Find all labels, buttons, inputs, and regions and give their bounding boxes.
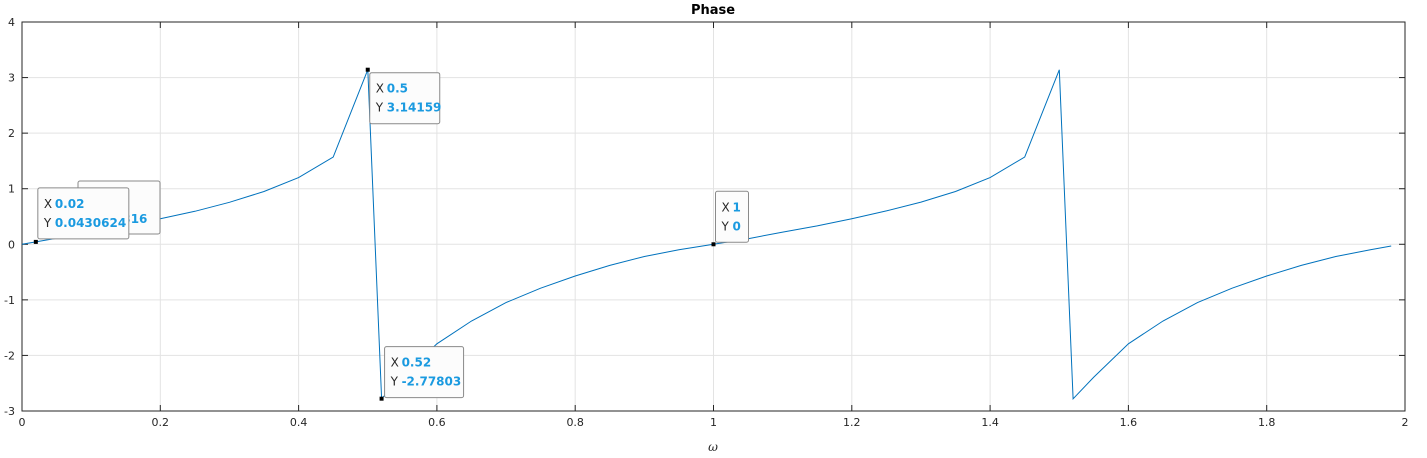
axis-ticks xyxy=(21,21,1406,412)
datatip-y-value: 0.0430624 xyxy=(55,216,126,230)
x-tick-label: 1.8 xyxy=(1258,416,1276,429)
y-tick-label: -1 xyxy=(4,294,15,307)
x-tick-label: 2 xyxy=(1402,416,1409,429)
datatip-x-value: 1 xyxy=(733,200,741,214)
x-tick-label: 1.2 xyxy=(843,416,861,429)
datatip-marker[interactable] xyxy=(33,239,38,244)
datatip-marker[interactable] xyxy=(711,242,716,247)
x-tick-label: 0.8 xyxy=(566,416,584,429)
datatip-y-key: Y xyxy=(375,101,384,115)
datatip-y-value: 3.14159 xyxy=(387,101,442,115)
y-tick-label: -3 xyxy=(4,405,15,418)
x-tick-label: 1 xyxy=(710,416,717,429)
datatip-y-key: Y xyxy=(390,375,399,389)
x-tick-label: 0.4 xyxy=(290,416,308,429)
datatip-box[interactable] xyxy=(37,187,130,240)
datatip-x-key: X xyxy=(722,200,730,214)
datatip-x-key: X xyxy=(391,356,399,370)
datatip-x-key: X xyxy=(376,82,384,96)
x-tick-label: 1.4 xyxy=(981,416,999,429)
chart-title: Phase xyxy=(691,3,735,18)
datatip-y-value: 0 xyxy=(733,219,741,233)
x-axis-label: ω xyxy=(708,440,718,454)
datatip-y-value: -2.77803 xyxy=(402,375,462,389)
x-tick-label: 0.6 xyxy=(428,416,446,429)
datatip-marker[interactable] xyxy=(365,67,370,72)
y-tick-label: -2 xyxy=(4,349,15,362)
datatip-box[interactable] xyxy=(369,72,441,125)
y-tick-label: 2 xyxy=(8,127,15,140)
datatip-x-key: X xyxy=(44,197,52,211)
y-tick-label: 3 xyxy=(8,72,15,85)
datatip-box[interactable] xyxy=(715,190,749,243)
x-tick-label: 0.2 xyxy=(152,416,170,429)
phase-series-line xyxy=(21,69,1392,400)
datatip-x-value: 0.52 xyxy=(402,356,432,370)
datatip-x-value: 0.5 xyxy=(387,82,408,96)
datatip-y-key: Y xyxy=(721,219,730,233)
datatip-y-key: Y xyxy=(43,216,52,230)
y-tick-label: 4 xyxy=(8,16,15,29)
y-tick-label: 1 xyxy=(8,183,15,196)
datatip-marker[interactable] xyxy=(379,396,384,401)
x-tick-label: 0 xyxy=(19,416,26,429)
x-tick-labels: 0 0.2 0.4 0.6 0.8 1 1.2 1.4 1.6 1.8 2 xyxy=(19,416,1409,429)
y-tick-labels: -3 -2 -1 0 1 2 3 4 xyxy=(4,16,15,418)
datatip-box[interactable] xyxy=(384,346,465,399)
datatip-x-value: 0.02 xyxy=(55,197,85,211)
x-tick-label: 1.6 xyxy=(1120,416,1138,429)
y-tick-label: 0 xyxy=(8,238,15,251)
